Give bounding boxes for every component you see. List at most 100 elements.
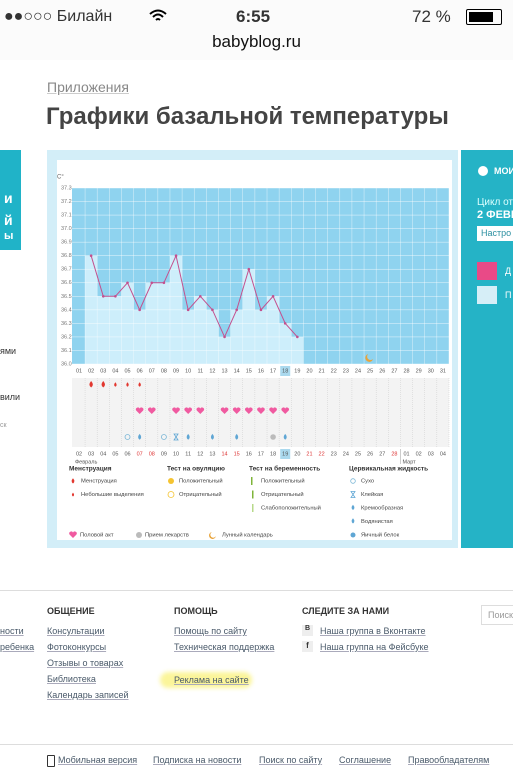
date-label: 11 xyxy=(185,451,191,457)
temp-column xyxy=(97,296,110,364)
legend-item: Клейкая xyxy=(361,491,383,498)
legend-item: Положительный xyxy=(261,478,305,485)
date-label: 27 xyxy=(379,451,385,457)
dry-icon xyxy=(124,434,131,440)
fluid-icon xyxy=(283,433,287,440)
footer-link[interactable]: Помощь по сайту xyxy=(174,626,247,636)
month-label: Март xyxy=(403,459,417,465)
date-label: 07 xyxy=(137,451,143,457)
date-highlight xyxy=(280,449,291,459)
y-tick-label: 36.5 xyxy=(61,294,72,300)
date-label: 18 xyxy=(270,451,276,457)
footer-fragment[interactable]: ребенка xyxy=(0,642,35,652)
heart-icon xyxy=(232,407,241,414)
y-tick-label: 36.3 xyxy=(61,321,72,327)
bottom-link[interactable]: Поиск по сайту xyxy=(259,755,323,765)
y-tick-label: 36.6 xyxy=(61,280,72,286)
panel-item[interactable]: Д xyxy=(505,266,512,276)
footer-link[interactable]: Библиотека xyxy=(47,674,96,684)
search-input[interactable]: Поиск xyxy=(481,605,513,625)
time: 6:55 xyxy=(236,7,271,26)
date-label: 16 xyxy=(246,451,252,457)
day-label: 25 xyxy=(367,368,373,374)
bottom-link[interactable]: Подписка на новости xyxy=(153,755,242,765)
y-tick-label: 37.0 xyxy=(61,226,72,232)
side-panel xyxy=(461,150,513,548)
legend-icon xyxy=(71,478,75,484)
sidebar-fragment: ск xyxy=(0,422,7,429)
legend-icon xyxy=(252,490,254,499)
temp-icon xyxy=(477,262,497,280)
day-label: 17 xyxy=(270,368,276,374)
heart-icon xyxy=(135,407,144,414)
temp-point xyxy=(138,308,141,312)
date-label: 25 xyxy=(355,451,361,457)
bottom-link[interactable]: Соглашение xyxy=(339,755,392,765)
day-label: 04 xyxy=(112,368,118,374)
date-label: 20 xyxy=(294,451,300,457)
bottom-link[interactable]: Правообладателям xyxy=(408,755,490,765)
date-label: 02 xyxy=(416,451,422,457)
footer-link[interactable]: Фотоконкурсы xyxy=(47,642,107,652)
date-label: 02 xyxy=(76,451,82,457)
day-label: 08 xyxy=(161,368,167,374)
battery-icon xyxy=(466,9,502,25)
footer-link[interactable]: Техническая поддержка xyxy=(174,642,275,652)
day-label: 24 xyxy=(355,368,361,374)
heart-icon xyxy=(69,531,77,538)
fluid-icon xyxy=(186,433,190,440)
temp-point xyxy=(114,295,117,298)
day-label: 26 xyxy=(379,368,385,374)
temp-point xyxy=(235,308,238,312)
legend-heading: Тест на беременность xyxy=(249,465,320,473)
date-label: 24 xyxy=(343,451,349,457)
battery-level: 72 % xyxy=(412,7,451,26)
footer-link[interactable]: Наша группа в Вконтакте xyxy=(320,626,426,636)
temp-point xyxy=(174,254,178,257)
fluid-icon xyxy=(138,433,142,440)
footer-link[interactable]: Реклама на сайте xyxy=(174,675,249,685)
fluid-icon xyxy=(235,433,239,440)
heart-icon xyxy=(257,407,265,414)
temp-point xyxy=(101,295,105,298)
footer-divider xyxy=(0,744,513,745)
moon-icon xyxy=(365,354,374,362)
wifi-icon xyxy=(149,9,167,21)
legend-icon xyxy=(350,532,356,538)
day-label: 12 xyxy=(209,368,215,374)
footer-link[interactable]: Наша группа на Фейсбуке xyxy=(320,642,429,652)
fluid-icon xyxy=(210,433,215,440)
date-label: 26 xyxy=(367,451,373,457)
heart-icon xyxy=(269,407,277,414)
day-label: 10 xyxy=(185,368,191,374)
date-label: 28 xyxy=(391,451,397,457)
menstruation-icon xyxy=(126,382,129,387)
footer-fragment[interactable]: ности xyxy=(0,626,24,636)
temp-point xyxy=(126,281,129,285)
footer-link[interactable]: Консультации xyxy=(47,626,105,636)
temp-column xyxy=(267,296,280,364)
day-label: 06 xyxy=(137,368,143,374)
day-label: 05 xyxy=(124,368,130,374)
dry-icon xyxy=(161,434,167,440)
day-label: 30 xyxy=(428,368,434,374)
highlight xyxy=(160,672,252,688)
legend-icon xyxy=(209,532,216,539)
date-label: 03 xyxy=(428,451,434,457)
cycle-label: Цикл от xyxy=(477,197,513,208)
heart-icon xyxy=(196,407,205,414)
url[interactable]: babyblog.ru xyxy=(212,32,301,51)
temp-point xyxy=(259,308,263,312)
breadcrumb[interactable]: Приложения xyxy=(47,79,129,95)
footer-link[interactable]: Отзывы о товарах xyxy=(47,658,124,668)
add-icon xyxy=(477,286,497,304)
footer-link[interactable]: Календарь записей xyxy=(47,690,129,700)
temp-point xyxy=(223,335,226,339)
bottom-link[interactable]: Мобильная версия xyxy=(58,755,138,765)
panel-item[interactable]: П xyxy=(505,290,512,300)
settings-button[interactable]: Настро xyxy=(477,226,513,241)
legend-icon xyxy=(168,478,174,484)
date-label: 12 xyxy=(197,451,203,457)
menstruation-icon xyxy=(114,382,117,387)
